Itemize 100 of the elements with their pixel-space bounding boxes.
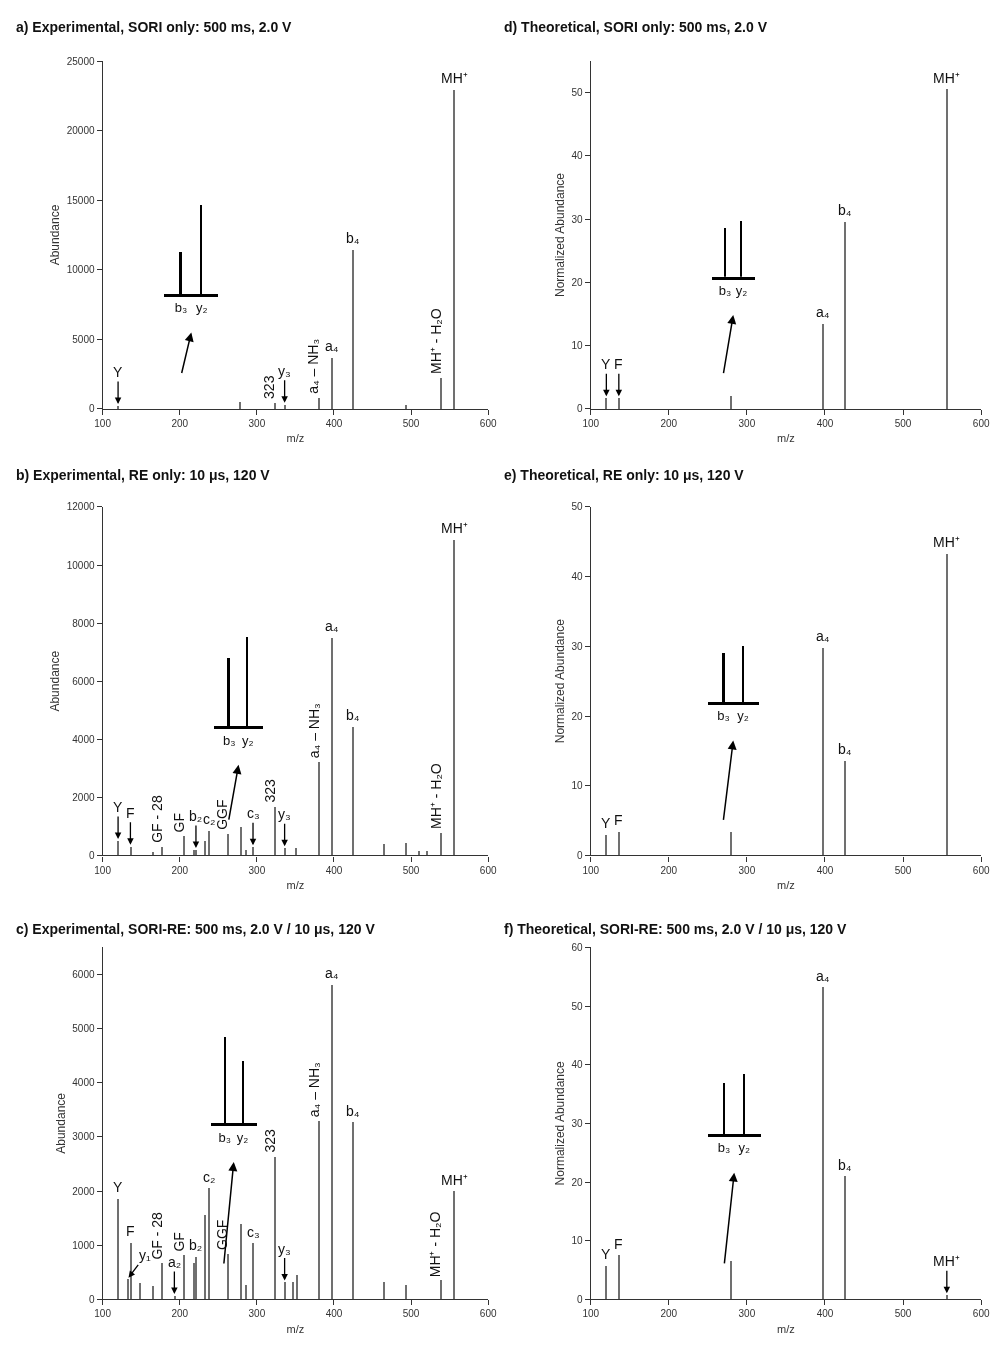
annotation: MH⁺ bbox=[933, 1253, 960, 1269]
x-tick-label: b₃ bbox=[174, 300, 188, 316]
x-tick-label: 300 bbox=[248, 1308, 266, 1320]
y-axis-title: Normalized Abundance bbox=[552, 618, 567, 744]
annotation: F bbox=[614, 812, 623, 828]
annotation: F bbox=[614, 356, 623, 372]
annotation: MH⁺ bbox=[441, 520, 468, 536]
y-axis-title: Abundance bbox=[48, 650, 63, 712]
y-tick-label: 0 bbox=[88, 403, 95, 415]
x-tick-label: 200 bbox=[660, 864, 678, 876]
annotation: a₂ bbox=[168, 1254, 182, 1270]
bar bbox=[251, 1243, 254, 1300]
annotation: MH⁺ - H₂O bbox=[427, 1211, 444, 1278]
bar bbox=[330, 637, 333, 856]
x-tick-label: 400 bbox=[325, 1308, 343, 1320]
x-tick-label: 500 bbox=[402, 1308, 420, 1320]
y-tick-label: 40 bbox=[571, 1059, 584, 1071]
x-tick-label: 500 bbox=[894, 1308, 912, 1320]
bar bbox=[317, 398, 320, 409]
y-tick-label: 2000 bbox=[72, 791, 95, 803]
y-tick-label: 20 bbox=[571, 276, 584, 288]
y-tick-label: 2000 bbox=[72, 1185, 95, 1197]
y-axis-title: Normalized Abundance bbox=[552, 172, 567, 298]
bar bbox=[182, 1255, 185, 1300]
x-tick-label: 500 bbox=[894, 864, 912, 876]
annotation: Y bbox=[601, 1246, 611, 1262]
x-tick-label: 600 bbox=[479, 418, 497, 429]
annotation: GF - 28 bbox=[149, 795, 166, 843]
bar bbox=[821, 987, 824, 1300]
bar bbox=[317, 1121, 320, 1300]
y-axis-title: Normalized Abundance bbox=[552, 1061, 567, 1186]
x-tick-label: 600 bbox=[972, 1308, 990, 1320]
x-tick-label: 500 bbox=[894, 418, 912, 429]
x-tick-label: 200 bbox=[171, 418, 189, 429]
annotation: Y bbox=[601, 815, 611, 831]
bar bbox=[729, 396, 732, 409]
bar bbox=[203, 840, 206, 856]
x-tick-label: 300 bbox=[248, 864, 266, 876]
bar bbox=[226, 1254, 229, 1300]
annotation: b₄ bbox=[346, 230, 360, 246]
annotation: a₄ bbox=[816, 628, 830, 644]
annotation: 323 bbox=[261, 375, 278, 399]
bar bbox=[239, 826, 242, 856]
bar bbox=[138, 1283, 141, 1300]
chart-title: a) Experimental, SORI only: 500 ms, 2.0 V bbox=[16, 19, 293, 35]
y-tick-label: 0 bbox=[577, 849, 584, 861]
bar bbox=[351, 726, 354, 856]
y-axis-title: Abundance bbox=[48, 204, 63, 266]
annotation: Y bbox=[113, 799, 123, 815]
y-tick-label: 4000 bbox=[72, 733, 95, 745]
bar bbox=[945, 553, 948, 856]
x-tick-label: y₂ bbox=[737, 708, 749, 724]
x-tick-label: 100 bbox=[582, 1308, 600, 1320]
bar bbox=[404, 842, 407, 856]
x-tick-label: 200 bbox=[660, 418, 678, 429]
x-tick-label: 600 bbox=[972, 418, 990, 429]
chart-title: f) Theoretical, SORI-RE: 500 ms, 2.0 V / 10 μs, 120 V bbox=[504, 921, 848, 937]
bar bbox=[351, 1122, 354, 1300]
y-tick-label: 10 bbox=[571, 340, 584, 352]
annotation: c₂ bbox=[203, 811, 216, 827]
bar bbox=[843, 760, 846, 856]
x-tick-label: 400 bbox=[816, 418, 834, 429]
bar bbox=[382, 843, 385, 856]
annotation: b₂ bbox=[189, 808, 203, 824]
y-tick-label: 10 bbox=[571, 1235, 584, 1247]
annotation: 323 bbox=[261, 1128, 278, 1153]
annotation: GF - 28 bbox=[149, 1211, 166, 1260]
bar bbox=[404, 1285, 407, 1300]
bar bbox=[821, 324, 824, 409]
y-tick-label: 40 bbox=[571, 150, 584, 162]
x-tick-label: y₂ bbox=[236, 1129, 249, 1145]
bar bbox=[273, 403, 276, 409]
x-axis-title: m/z bbox=[777, 878, 795, 891]
annotation: y₃ bbox=[278, 806, 291, 822]
annotation: b₄ bbox=[838, 741, 852, 757]
x-tick-label: 300 bbox=[738, 418, 756, 429]
y-tick-label: 50 bbox=[571, 87, 584, 99]
x-tick-label: 100 bbox=[94, 418, 112, 429]
bar bbox=[452, 1191, 455, 1300]
bar bbox=[439, 1280, 442, 1300]
y-tick-label: 5000 bbox=[72, 1023, 95, 1035]
bar bbox=[382, 1282, 385, 1300]
bar bbox=[452, 90, 455, 409]
y-tick-label: 20 bbox=[571, 710, 584, 722]
y-tick-label: 20 bbox=[571, 1176, 584, 1188]
annotation: MH⁺ bbox=[441, 70, 468, 86]
annotation: F bbox=[126, 805, 135, 821]
annotation: Y bbox=[601, 356, 611, 372]
bar bbox=[182, 835, 185, 856]
annotation: 323 bbox=[261, 778, 278, 803]
annotation: Y bbox=[113, 364, 123, 380]
y-tick-label: 12000 bbox=[66, 501, 95, 513]
bar bbox=[729, 831, 732, 856]
annotation: b₂ bbox=[189, 1237, 203, 1253]
x-tick-label: y₂ bbox=[738, 1140, 751, 1156]
annotation: a₄ – NH₃ bbox=[305, 338, 322, 394]
annotation: a₄ bbox=[325, 618, 339, 634]
bar bbox=[239, 1224, 242, 1300]
y-tick-label: 6000 bbox=[72, 675, 95, 687]
bar bbox=[207, 1188, 210, 1300]
